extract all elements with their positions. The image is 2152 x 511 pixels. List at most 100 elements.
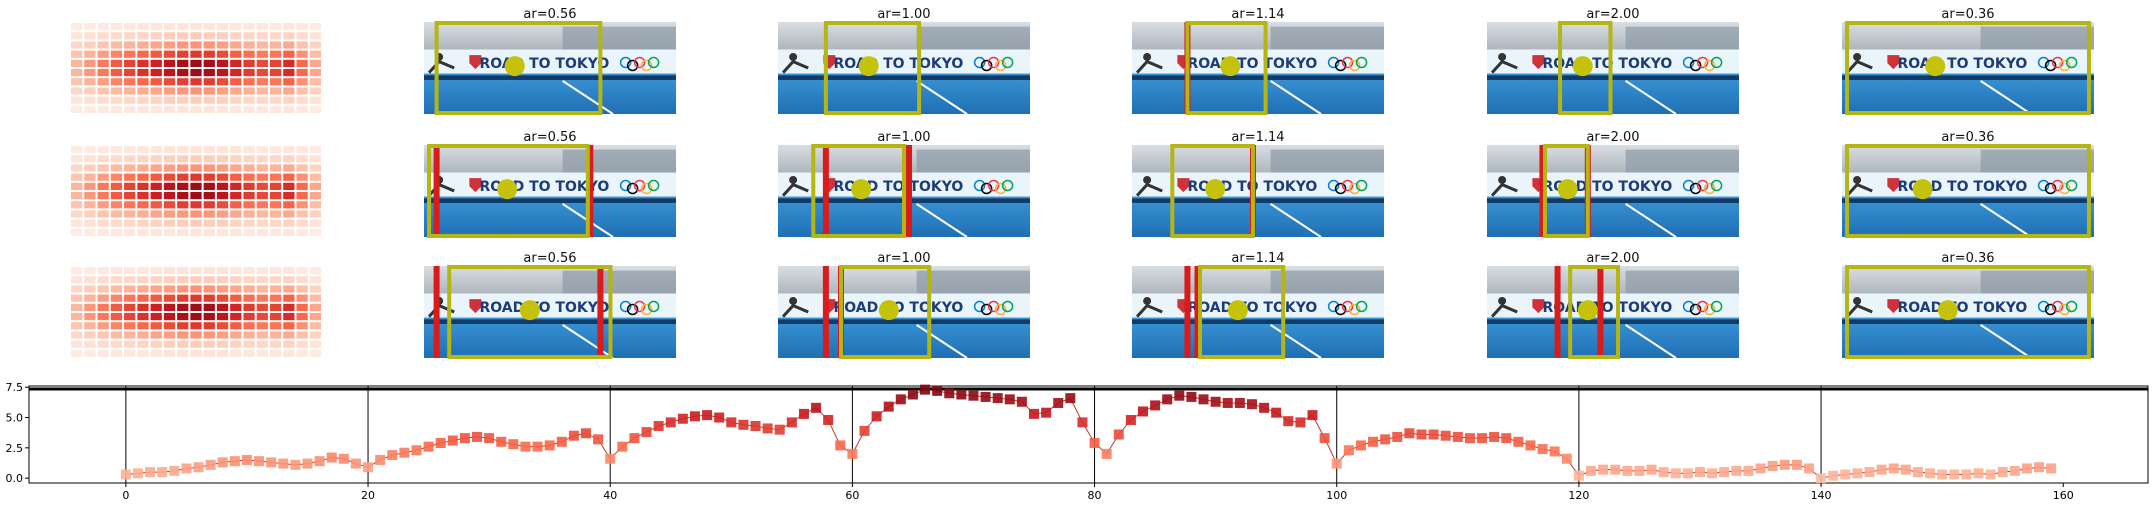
player-icon — [789, 52, 798, 61]
heatmap-cell — [150, 349, 162, 357]
heatmap-cell — [216, 182, 229, 190]
heatmap-cell — [296, 155, 308, 163]
heatmap-cell — [137, 96, 149, 104]
photo-pool — [1487, 196, 1739, 237]
heatmap-cell — [124, 23, 136, 31]
heatmap-cell — [256, 313, 268, 321]
heatmap-cell — [163, 349, 176, 357]
heatmap-cell — [309, 105, 321, 113]
olympic-ring-icon — [2058, 182, 2071, 195]
heatmap-cell — [137, 322, 149, 330]
heatmap-cell — [71, 32, 83, 40]
data-point — [568, 430, 579, 441]
heatmap-cell — [230, 192, 242, 200]
heatmap-cell — [150, 201, 162, 209]
heatmap-cell — [150, 294, 162, 302]
emblem-icon — [469, 299, 482, 314]
heatmap-cell — [296, 23, 308, 31]
data-point — [847, 448, 858, 459]
heatmap-cell — [203, 201, 215, 209]
heatmap-cell — [203, 96, 215, 104]
heatmap-cell — [296, 285, 308, 293]
heatmap-cell — [97, 294, 109, 302]
heatmap-cell — [203, 23, 215, 31]
heatmap-cell — [269, 201, 282, 209]
data-point — [1682, 468, 1693, 479]
heatmap-cell — [256, 349, 268, 357]
heatmap-cell — [269, 105, 282, 113]
marker-dot — [1220, 56, 1241, 77]
red-bar — [1554, 266, 1561, 358]
line-chart: 0 20 40 60 80 100 120 140 160 0.0 2.5 5.0 7.5 — [6, 381, 2149, 502]
heatmap-cell — [283, 303, 295, 311]
heatmap-cell — [97, 164, 109, 172]
heatmap-cell — [97, 41, 109, 49]
heatmap-cell — [97, 276, 109, 284]
heatmap-cell — [243, 331, 255, 339]
data-point — [1319, 433, 1330, 444]
heatmap-cell — [309, 210, 321, 218]
heatmap-cell — [309, 276, 321, 284]
heatmap-cell — [110, 50, 123, 58]
heatmap-cell — [190, 267, 202, 275]
data-point — [1586, 465, 1597, 476]
data-point — [241, 454, 252, 465]
heatmap-cell — [283, 349, 295, 357]
data-point — [169, 465, 180, 476]
data-point — [1404, 428, 1415, 439]
heatmap-cell — [283, 32, 295, 40]
heatmap-cell — [190, 155, 202, 163]
heatmap-cell — [137, 69, 149, 77]
olympic-ring-icon — [1710, 179, 1723, 192]
heatmap-cell — [216, 78, 229, 86]
heatmap-cell — [110, 155, 123, 163]
heatmap-cell — [243, 349, 255, 357]
heatmap-cell — [283, 285, 295, 293]
heatmap-cell — [256, 303, 268, 311]
heatmap-cell — [190, 78, 202, 86]
heatmap-cell — [177, 276, 189, 284]
red-bar — [1539, 145, 1546, 237]
heatmap-cell — [190, 201, 202, 209]
heatmap-cell — [97, 155, 109, 163]
heatmap-cell — [150, 228, 162, 236]
data-point — [665, 417, 676, 428]
panel-title: ar=0.56 — [523, 7, 576, 22]
data-point — [738, 419, 749, 430]
data-point — [278, 458, 289, 469]
data-point — [798, 408, 809, 419]
heatmap-cell — [243, 87, 255, 95]
heatmap-cell — [124, 294, 136, 302]
data-point — [1150, 400, 1161, 411]
heatmap-cell — [150, 313, 162, 321]
data-point — [629, 433, 640, 444]
data-point — [411, 445, 422, 456]
data-point — [1174, 390, 1185, 401]
heatmap-cell — [309, 78, 321, 86]
heatmap-cell — [190, 41, 202, 49]
olympic-ring-icon — [1341, 300, 1354, 313]
heatmap-cell — [190, 87, 202, 95]
heatmap-cell — [110, 201, 123, 209]
heatmap-cell — [309, 201, 321, 209]
heatmap-cell — [243, 340, 255, 348]
heatmap-cell — [190, 69, 202, 77]
marker-dot — [1577, 300, 1598, 321]
y-tick-label: 0.0 — [6, 472, 24, 485]
data-point — [1162, 394, 1173, 405]
heatmap-cell — [190, 96, 202, 104]
data-point — [956, 389, 967, 400]
heatmap-cell — [190, 59, 202, 67]
olympic-ring-icon — [1341, 179, 1354, 192]
heatmap-cell — [216, 313, 229, 321]
heatmap-cell — [190, 164, 202, 172]
heatmap-cell — [137, 41, 149, 49]
heatmap-cell — [84, 87, 96, 95]
data-point — [689, 411, 700, 422]
heatmap-cell — [269, 50, 282, 58]
heatmap-cell — [97, 303, 109, 311]
heatmap-cell — [283, 182, 295, 190]
heatmap-cell — [190, 182, 202, 190]
heatmap-cell — [309, 32, 321, 40]
